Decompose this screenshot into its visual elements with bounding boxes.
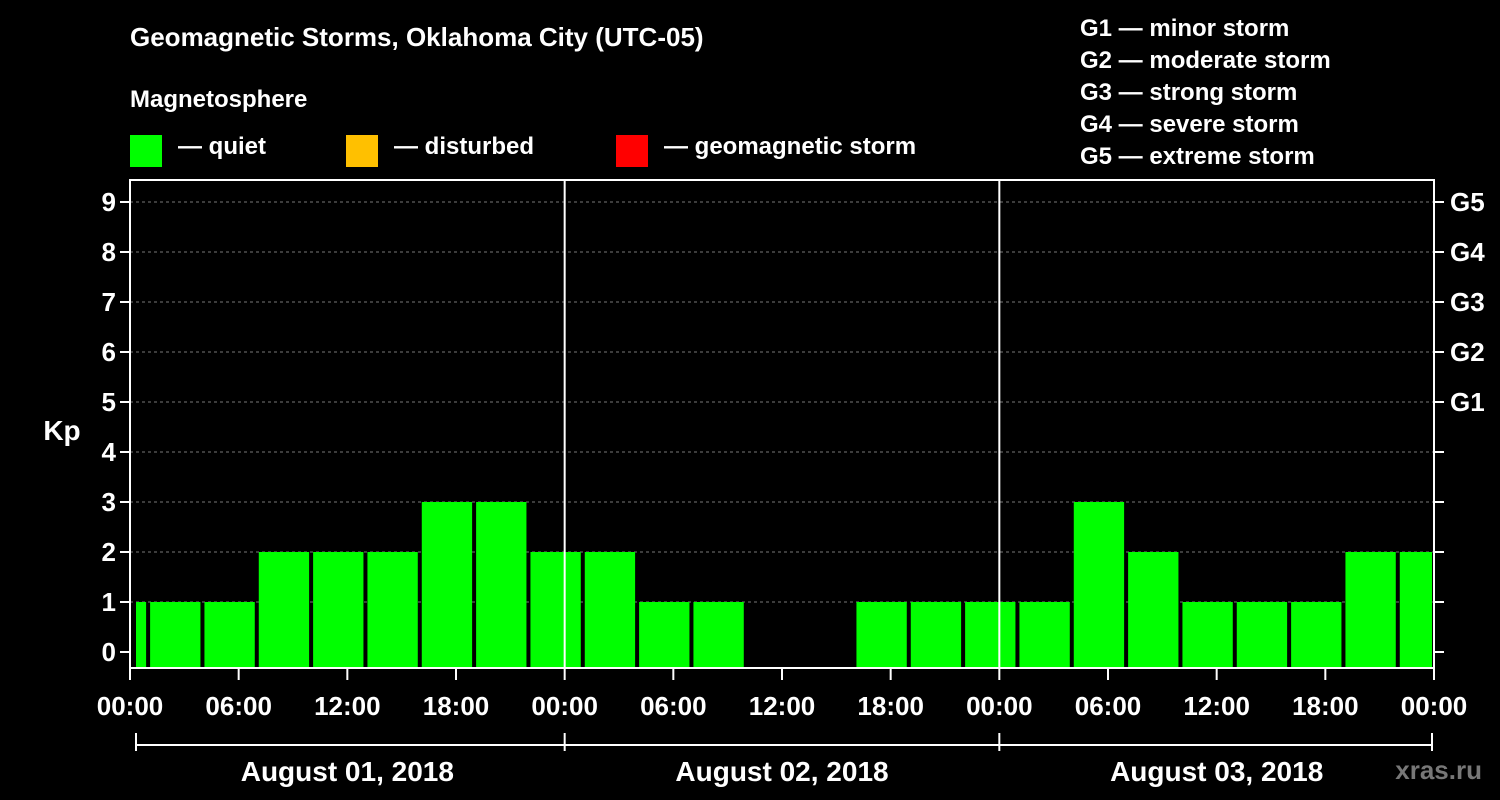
x-tick-label: 06:00 <box>1075 691 1142 721</box>
x-tick-label: 18:00 <box>857 691 924 721</box>
kp-bar <box>258 552 310 668</box>
kp-bar <box>584 552 636 668</box>
g-axis-label: G2 <box>1450 337 1485 367</box>
g-axis-label: G1 <box>1450 387 1485 417</box>
legend-swatch-disturbed <box>346 135 378 167</box>
x-tick-label: 12:00 <box>314 691 381 721</box>
y-tick-label: 5 <box>102 387 116 417</box>
y-tick-label: 2 <box>102 537 116 567</box>
x-tick-label: 06:00 <box>205 691 272 721</box>
legend-swatch-storm <box>616 135 648 167</box>
kp-bar <box>1019 602 1070 668</box>
x-tick-label: 12:00 <box>749 691 816 721</box>
kp-bar <box>1182 602 1233 668</box>
kp-bar <box>693 602 744 668</box>
g-axis-label: G3 <box>1450 287 1485 317</box>
y-tick-label: 7 <box>102 287 116 317</box>
kp-bar <box>1399 552 1432 668</box>
y-tick-label: 9 <box>102 187 116 217</box>
legend-label-storm: — geomagnetic storm <box>664 133 917 160</box>
kp-bar <box>150 602 201 668</box>
y-axis-label: Kp <box>43 415 80 446</box>
kp-bar <box>1291 602 1342 668</box>
chart-title: Geomagnetic Storms, Oklahoma City (UTC-0… <box>130 22 704 52</box>
watermark: xras.ru <box>1395 755 1482 785</box>
y-tick-label: 1 <box>102 587 116 617</box>
legend-label-disturbed: — disturbed <box>394 133 535 160</box>
y-tick-label: 3 <box>102 487 116 517</box>
g-scale-g5: G5 — extreme storm <box>1080 143 1315 170</box>
x-tick-label: 12:00 <box>1183 691 1250 721</box>
kp-bar <box>136 602 147 668</box>
g-scale-g4: G4 — severe storm <box>1080 111 1299 138</box>
y-tick-label: 6 <box>102 337 116 367</box>
x-tick-label: 00:00 <box>531 691 598 721</box>
x-tick-label: 06:00 <box>640 691 707 721</box>
g-scale-g1: G1 — minor storm <box>1080 15 1290 42</box>
g-scale-g2: G2 — moderate storm <box>1080 47 1331 74</box>
day-label: August 01, 2018 <box>241 756 454 787</box>
y-tick-label: 8 <box>102 237 116 267</box>
x-tick-label: 18:00 <box>423 691 490 721</box>
kp-bar <box>1236 602 1288 668</box>
legend-label-quiet: — quiet <box>178 133 266 160</box>
kp-bar <box>367 552 418 668</box>
kp-bar <box>530 552 581 668</box>
g-axis-label: G5 <box>1450 187 1485 217</box>
kp-bar <box>1073 502 1125 668</box>
day-label: August 03, 2018 <box>1110 756 1323 787</box>
legend-swatch-quiet <box>130 135 162 167</box>
kp-bar <box>910 602 962 668</box>
kp-bar <box>856 602 907 668</box>
kp-bar <box>313 552 364 668</box>
g-axis-label: G4 <box>1450 237 1485 267</box>
legend-heading: Magnetosphere <box>130 86 308 113</box>
kp-bar <box>1345 552 1396 668</box>
kp-bar <box>421 502 473 668</box>
y-tick-label: 4 <box>102 437 117 467</box>
kp-bar <box>476 502 527 668</box>
kp-bar <box>639 602 690 668</box>
g-scale-g3: G3 — strong storm <box>1080 79 1298 106</box>
kp-bar <box>965 602 1016 668</box>
x-tick-label: 00:00 <box>966 691 1033 721</box>
x-tick-label: 00:00 <box>97 691 164 721</box>
x-tick-label: 18:00 <box>1292 691 1359 721</box>
y-tick-label: 0 <box>102 637 116 667</box>
x-tick-label: 00:00 <box>1401 691 1468 721</box>
kp-bar <box>204 602 255 668</box>
day-label: August 02, 2018 <box>675 756 888 787</box>
kp-bar <box>1128 552 1179 668</box>
